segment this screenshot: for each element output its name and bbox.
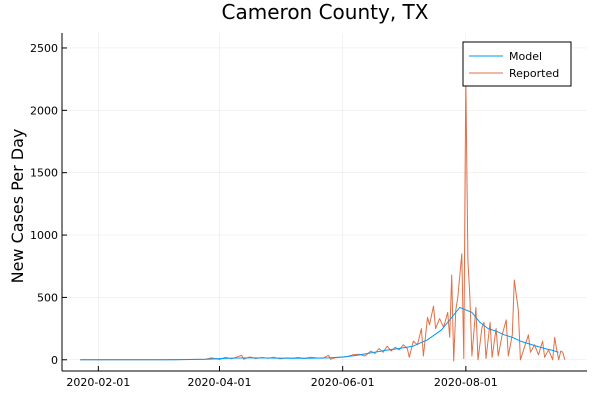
- series-line-model: [80, 306, 559, 361]
- x-tick-label: 2020-08-01: [434, 376, 498, 389]
- y-axis-ticks: 0 500 1000 1500 2000 2500: [30, 42, 67, 367]
- legend-label-model: Model: [509, 50, 542, 63]
- axes: [61, 33, 587, 372]
- chart-title: Cameron County, TX: [222, 0, 429, 24]
- legend-label-reported: Reported: [509, 67, 559, 80]
- x-tick-label: 2020-04-01: [188, 376, 252, 389]
- y-tick-label: 1000: [30, 229, 58, 242]
- legend: Model Reported: [462, 41, 572, 87]
- x-axis-ticks: 2020-02-01 2020-04-01 2020-06-01 2020-08-01: [66, 366, 498, 389]
- x-tick-label: 2020-06-01: [311, 376, 375, 389]
- legend-box: [462, 41, 572, 87]
- y-tick-label: 0: [51, 354, 58, 367]
- y-tick-label: 500: [37, 291, 58, 304]
- y-axis-label: New Cases Per Day: [8, 129, 27, 284]
- y-tick-label: 2500: [30, 42, 58, 55]
- y-tick-label: 2000: [30, 104, 58, 117]
- series-layer: [80, 77, 566, 362]
- y-tick-label: 1500: [30, 167, 58, 180]
- gridlines: [62, 33, 587, 371]
- x-tick-label: 2020-02-01: [66, 376, 130, 389]
